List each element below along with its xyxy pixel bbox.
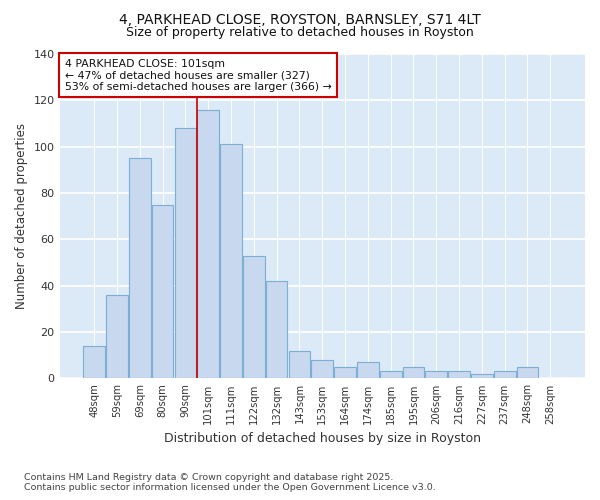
Bar bbox=[152, 204, 173, 378]
Text: Size of property relative to detached houses in Royston: Size of property relative to detached ho… bbox=[126, 26, 474, 39]
Bar bbox=[220, 144, 242, 378]
Bar bbox=[175, 128, 196, 378]
Bar bbox=[243, 256, 265, 378]
Bar bbox=[471, 374, 493, 378]
Bar bbox=[380, 372, 401, 378]
Bar bbox=[334, 367, 356, 378]
Bar bbox=[517, 367, 538, 378]
Bar bbox=[289, 350, 310, 378]
Bar bbox=[83, 346, 105, 378]
Text: Contains HM Land Registry data © Crown copyright and database right 2025.
Contai: Contains HM Land Registry data © Crown c… bbox=[24, 473, 436, 492]
Bar bbox=[403, 367, 424, 378]
X-axis label: Distribution of detached houses by size in Royston: Distribution of detached houses by size … bbox=[164, 432, 481, 445]
Bar bbox=[311, 360, 333, 378]
Bar bbox=[106, 295, 128, 378]
Bar bbox=[357, 362, 379, 378]
Text: 4 PARKHEAD CLOSE: 101sqm
← 47% of detached houses are smaller (327)
53% of semi-: 4 PARKHEAD CLOSE: 101sqm ← 47% of detach… bbox=[65, 59, 332, 92]
Text: 4, PARKHEAD CLOSE, ROYSTON, BARNSLEY, S71 4LT: 4, PARKHEAD CLOSE, ROYSTON, BARNSLEY, S7… bbox=[119, 12, 481, 26]
Bar bbox=[266, 281, 287, 378]
Bar bbox=[494, 372, 515, 378]
Y-axis label: Number of detached properties: Number of detached properties bbox=[15, 123, 28, 309]
Bar bbox=[448, 372, 470, 378]
Bar bbox=[197, 110, 219, 378]
Bar bbox=[425, 372, 447, 378]
Bar bbox=[129, 158, 151, 378]
